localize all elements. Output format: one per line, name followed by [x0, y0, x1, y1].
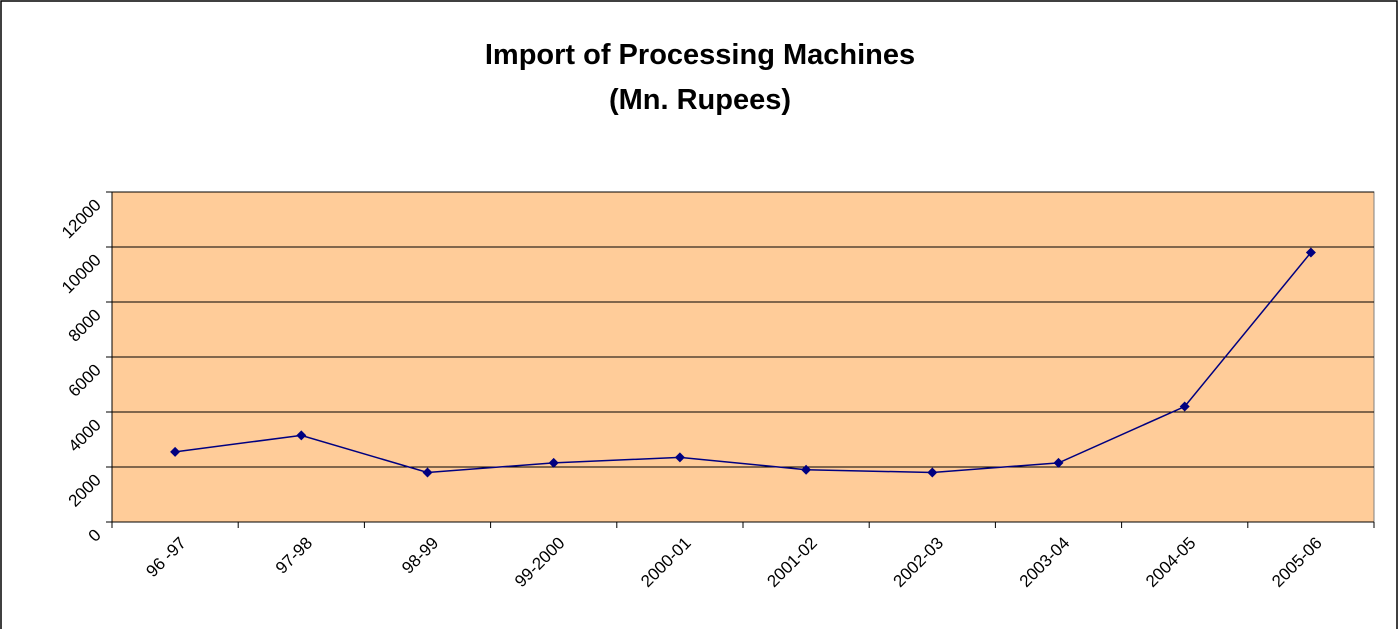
marker: [927, 467, 938, 478]
marker: [422, 467, 433, 478]
line: [175, 252, 1312, 474]
marker: [1053, 457, 1064, 468]
marker: [170, 446, 181, 457]
marker: [1179, 401, 1190, 412]
marker: [296, 430, 307, 441]
chart-subtitle: (Mn. Rupees): [609, 84, 791, 116]
chart-title: Import of Processing Machines: [485, 39, 915, 71]
marker: [801, 464, 812, 475]
marker: [674, 452, 685, 463]
marker: [1305, 247, 1316, 258]
marker: [548, 457, 559, 468]
